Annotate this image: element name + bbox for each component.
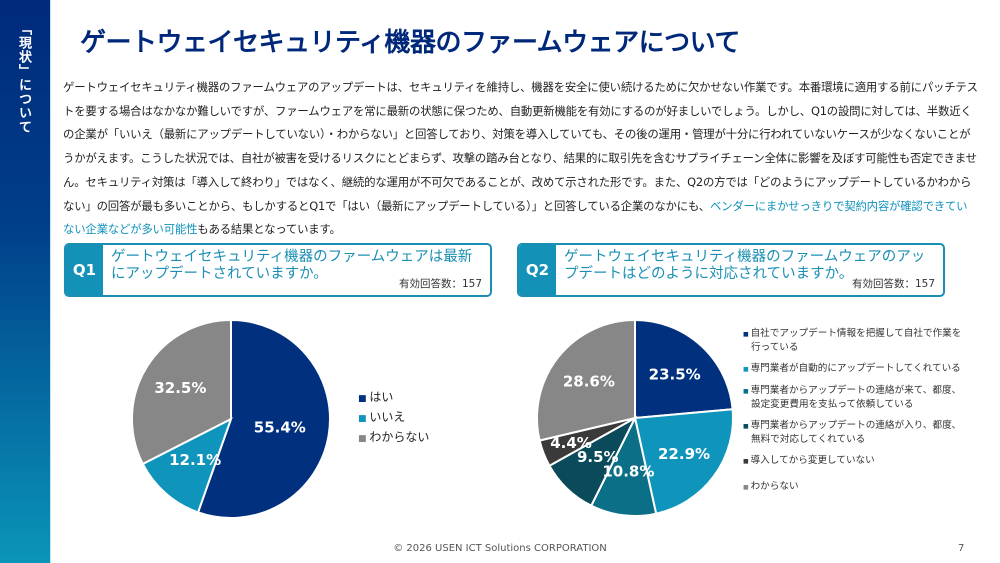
body-text: ゲートウェイセキュリティ機器のファームウェアのアップデートは、セキュリティを維持… bbox=[63, 76, 978, 242]
q1-slice-label: 12.1% bbox=[169, 451, 221, 469]
q2-slice-label: 9.5% bbox=[577, 448, 619, 466]
legend-swatch-icon: ■ bbox=[743, 388, 751, 395]
page-title: ゲートウェイセキュリティ機器のファームウェアについて bbox=[80, 28, 740, 58]
q2-pie-slice bbox=[634, 318, 734, 420]
legend-item: ■ はい bbox=[358, 388, 429, 408]
legend-item: ■ わからない bbox=[358, 428, 429, 448]
q2-legend: ■ 自社でアップデート情報を把握して自社で作業を行っている ■ 専門業者が自動的に… bbox=[743, 327, 968, 502]
q1-legend: ■ はい ■ いいえ ■ わからない bbox=[358, 388, 429, 448]
q2-text-area: ゲートウェイセキュリティ機器のファームウェアのアップデートはどのように対応されて… bbox=[556, 245, 943, 295]
legend-item: ■ 専門業者からアップデートの連絡が入り、都度、無料で対応してくれている bbox=[743, 419, 968, 446]
legend-item: ■ 自社でアップデート情報を把握して自社で作業を行っている bbox=[743, 327, 968, 354]
body-highlight: ベンダーにまかせっきりで契約内容が確認できていない企業などが多い可能性 bbox=[63, 198, 968, 237]
q2-pie-slice bbox=[536, 318, 636, 442]
q1-count: 有効回答数：157 bbox=[398, 278, 482, 290]
q2-slice-label: 4.4% bbox=[550, 434, 592, 452]
legend-swatch-icon: ■ bbox=[743, 366, 751, 373]
q2-pie-slice bbox=[589, 415, 658, 517]
legend-swatch-icon: ■ bbox=[358, 414, 370, 424]
legend-label: 専門業者からアップデートの連絡が入り、都度、無料で対応してくれている bbox=[750, 420, 962, 445]
q2-pie-slice bbox=[633, 408, 734, 515]
legend-item: ■ 専門業者からアップデートの連絡が来て、都度、設定変更費用を支払って依頼してい… bbox=[743, 384, 968, 411]
legend-item: ■ 専門業者が自動的にアップデートしてくれている bbox=[743, 362, 968, 376]
q2-question: ゲートウェイセキュリティ機器のファームウェアのアップデートはどのように対応されて… bbox=[564, 249, 926, 282]
legend-label: いいえ bbox=[369, 410, 406, 424]
section-label: 「現状」について bbox=[16, 22, 31, 134]
q1-tag: Q1 bbox=[66, 245, 103, 295]
q2-slice-label: 23.5% bbox=[649, 366, 701, 384]
legend-swatch-icon: ■ bbox=[358, 394, 370, 404]
legend-label: わからない bbox=[369, 430, 430, 444]
legend-label: はい bbox=[369, 390, 394, 404]
q1-pie-slice bbox=[141, 416, 233, 514]
legend-item: ■ いいえ bbox=[358, 408, 429, 428]
q1-question: ゲートウェイセキュリティ機器のファームウェアは最新にアップデートされていますか。 bbox=[111, 249, 473, 282]
legend-swatch-icon: ■ bbox=[743, 458, 751, 465]
legend-label: わからない bbox=[750, 481, 799, 492]
q2-count: 有効回答数：157 bbox=[851, 278, 935, 290]
q2-slice-label: 10.8% bbox=[602, 462, 654, 480]
q1-slice-label: 32.5% bbox=[154, 379, 206, 397]
copyright: © 2026 USEN ICT Solutions CORPORATION bbox=[393, 543, 607, 554]
legend-swatch-icon: ■ bbox=[743, 331, 751, 338]
legend-swatch-icon: ■ bbox=[358, 434, 370, 444]
q2-slice-label: 28.6% bbox=[563, 373, 615, 391]
page-number: 7 bbox=[958, 543, 965, 554]
q2-tag: Q2 bbox=[519, 245, 556, 295]
q2-slice-label: 22.9% bbox=[658, 445, 710, 463]
legend-label: 専門業者からアップデートの連絡が来て、都度、設定変更費用を支払って依頼している bbox=[750, 385, 962, 410]
q1-slice-label: 55.4% bbox=[254, 418, 306, 436]
q2-box: Q2 ゲートウェイセキュリティ機器のファームウェアのアップデートはどのように対応… bbox=[517, 243, 945, 297]
body-main: ゲートウェイセキュリティ機器のファームウェアのアップデートは、セキュリティを維持… bbox=[63, 80, 978, 213]
legend-label: 専門業者が自動的にアップデートしてくれている bbox=[750, 363, 961, 374]
legend-swatch-icon: ■ bbox=[743, 423, 751, 430]
legend-label: 導入してから変更していない bbox=[750, 455, 875, 466]
legend-item: ■ 導入してから変更していない bbox=[743, 454, 968, 468]
section-sidebar: 「現状」について bbox=[0, 0, 51, 563]
legend-label: 自社でアップデート情報を把握して自社で作業を行っている bbox=[750, 328, 962, 353]
legend-swatch-icon: ■ bbox=[743, 484, 751, 491]
body-tail: もある結果となっています。 bbox=[197, 222, 341, 237]
q1-text-area: ゲートウェイセキュリティ機器のファームウェアは最新にアップデートされていますか。… bbox=[103, 245, 490, 295]
legend-item: ■ わからない bbox=[743, 480, 968, 494]
q1-pie-slice bbox=[131, 318, 232, 466]
q1-box: Q1 ゲートウェイセキュリティ機器のファームウェアは最新にアップデートされていま… bbox=[64, 243, 492, 297]
